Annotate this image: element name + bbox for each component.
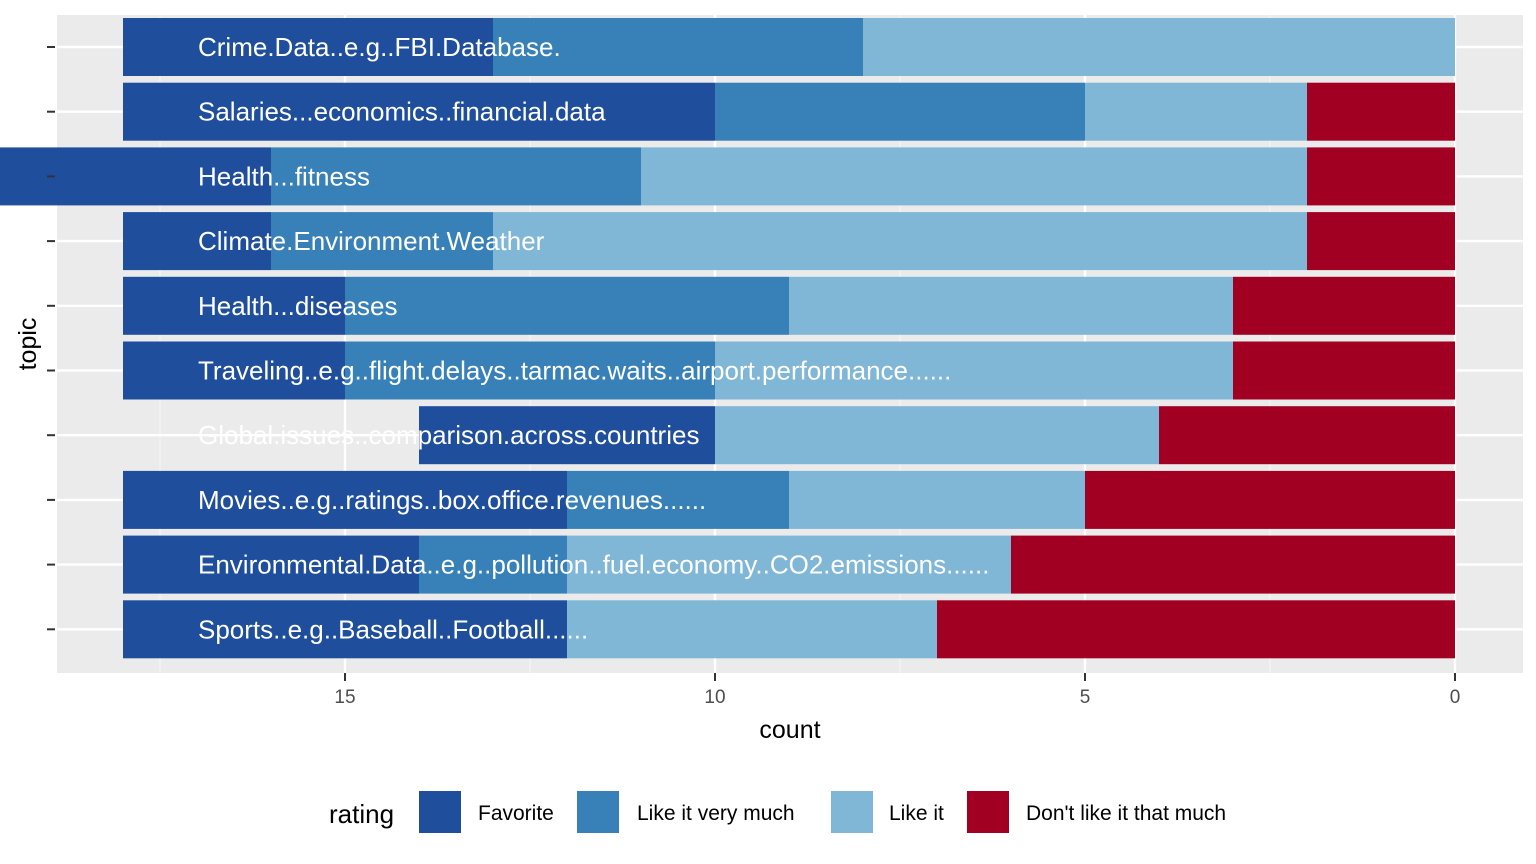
bar-segment	[123, 18, 493, 76]
bar-segment	[1085, 82, 1307, 141]
legend-label: Favorite	[478, 802, 554, 825]
bar-label: Sports..e.g..Baseball..Football......	[198, 614, 588, 644]
bar-segment	[123, 470, 567, 529]
x-tick-label: 0	[1450, 687, 1461, 708]
bar-segment	[1233, 276, 1455, 335]
bar-label: Global.issues..comparison.across.countri…	[198, 420, 699, 450]
legend-label: Like it	[889, 802, 944, 825]
bar-segment	[789, 470, 1085, 529]
bar-segment	[123, 600, 567, 659]
bar-label: Salaries...economics..financial.data	[198, 97, 606, 127]
bar-segment	[863, 18, 1455, 76]
bar-segment	[271, 212, 493, 271]
bar-segment	[1233, 341, 1455, 400]
bar-label: Health...fitness	[198, 161, 370, 191]
bar-segment	[715, 82, 1085, 141]
bar-segment	[1307, 82, 1455, 141]
bar-segment	[1307, 147, 1455, 206]
bar-segment	[345, 276, 789, 335]
bar-segment	[123, 82, 715, 141]
legend: rating Favorite Like it very much Like it D…	[329, 791, 1226, 833]
legend-swatch	[419, 791, 461, 833]
x-tick-label: 15	[334, 687, 355, 708]
bar-segment	[419, 406, 715, 465]
bar-segment	[567, 600, 937, 659]
x-axis-ticks: 15 10 5 0	[334, 673, 1460, 708]
bar-segment	[493, 18, 863, 76]
bar-segment	[1011, 535, 1455, 594]
bar-label: Crime.Data..e.g..FBI.Database.	[198, 32, 561, 62]
bar-segment	[123, 341, 345, 400]
y-axis-title: topic	[14, 318, 42, 371]
bar-label: Environmental.Data..e.g..pollution..fuel…	[198, 550, 989, 580]
bar-segment	[271, 147, 641, 206]
x-tick-label: 10	[704, 687, 725, 708]
bar-segment	[123, 276, 345, 335]
bar-segment	[715, 341, 1233, 400]
bar-label: Climate.Environment.Weather	[198, 226, 545, 256]
bar-segment	[123, 535, 419, 594]
legend-title: rating	[329, 799, 394, 829]
bar-segment	[419, 535, 567, 594]
bar-segment	[0, 147, 271, 206]
bar-segment	[1085, 470, 1455, 529]
bar-segment	[641, 147, 1307, 206]
bar-segment	[937, 600, 1455, 659]
legend-swatch	[831, 791, 873, 833]
bar-segment	[567, 535, 1011, 594]
bar-segment	[1307, 212, 1455, 271]
y-axis-ticks	[47, 46, 55, 631]
bar-segment	[789, 276, 1233, 335]
legend-label: Don't like it that much	[1026, 802, 1226, 825]
bar-segment	[715, 406, 1159, 465]
legend-label: Like it very much	[637, 802, 795, 825]
bars	[0, 18, 1455, 659]
bar-segment	[123, 212, 271, 271]
bar-label: Traveling..e.g..flight.delays..tarmac.wa…	[198, 356, 951, 386]
bar-labels: Crime.Data..e.g..FBI.Database. Salaries..…	[198, 32, 989, 644]
bar-segment	[493, 212, 1307, 271]
bar-segment	[567, 470, 789, 529]
bar-label: Health...diseases	[198, 291, 397, 321]
legend-swatch	[577, 791, 619, 833]
bar-segment	[1159, 406, 1455, 465]
legend-swatch	[967, 791, 1009, 833]
x-axis-title: count	[759, 716, 820, 744]
bar-segment	[345, 341, 715, 400]
bar-label: Movies..e.g..ratings..box.office.revenue…	[198, 485, 706, 515]
x-tick-label: 5	[1080, 687, 1091, 708]
